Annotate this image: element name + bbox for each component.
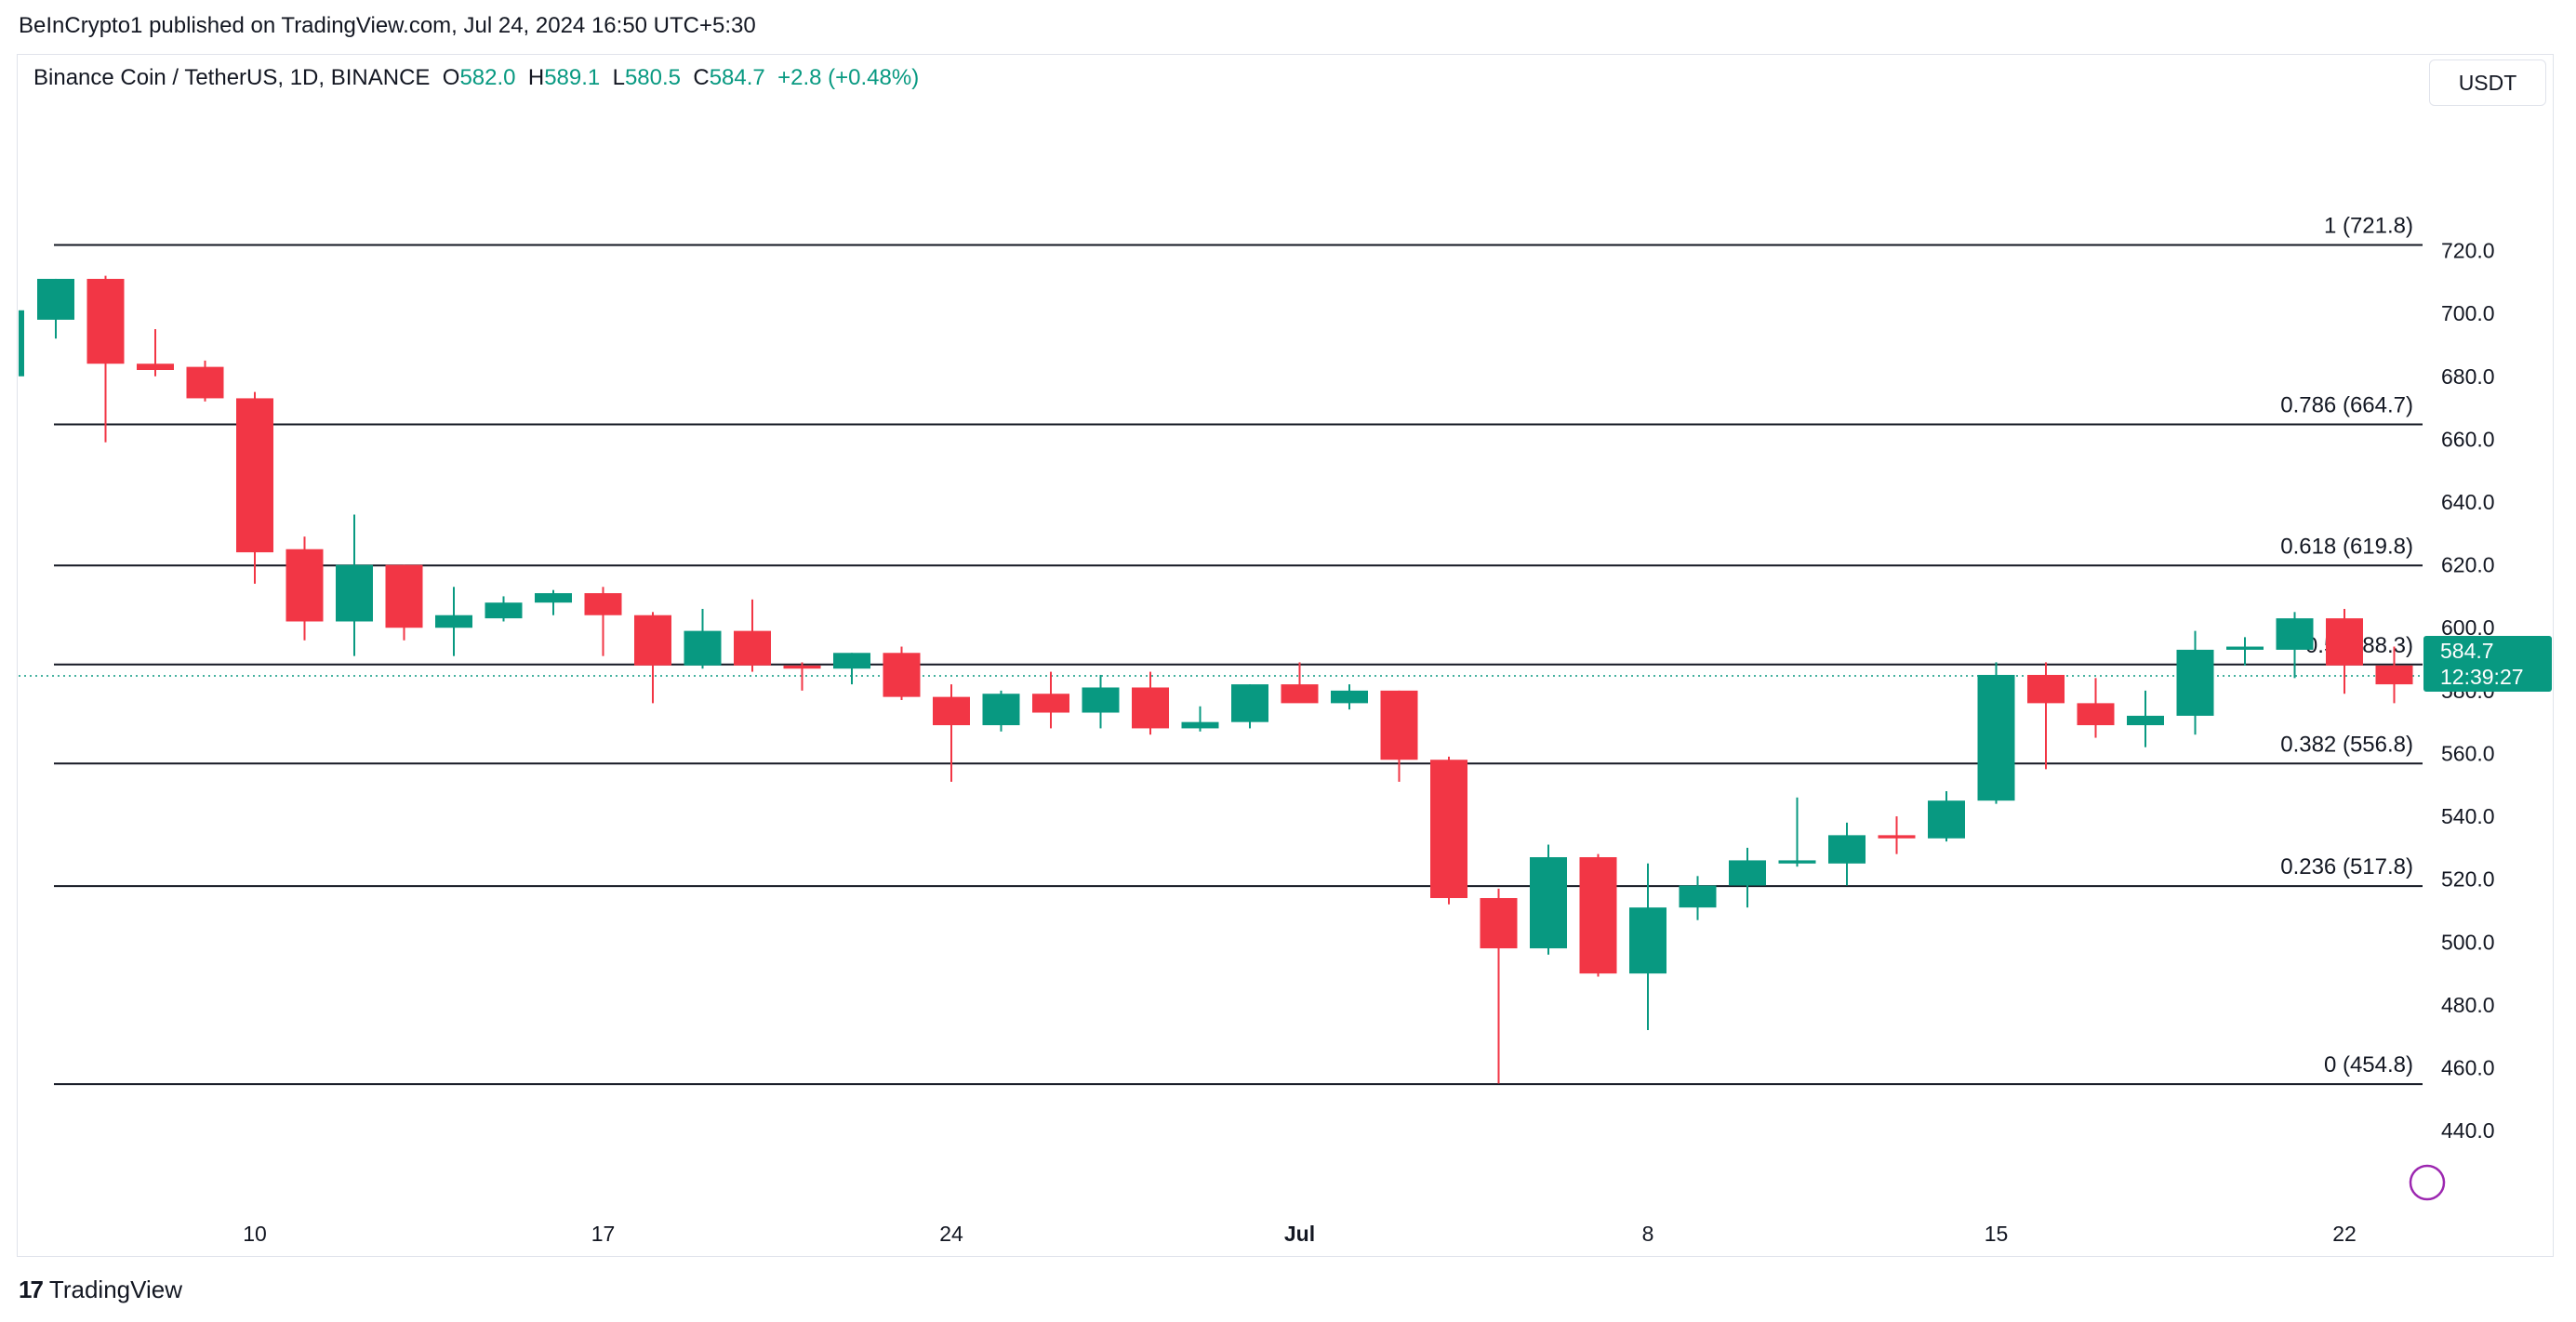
x-axis-tick-label: 10 <box>243 1222 267 1246</box>
candle-body[interactable] <box>2176 649 2214 716</box>
fib-level-label: 0.236 (517.8) <box>2280 854 2413 879</box>
candle-body[interactable] <box>1579 857 1617 974</box>
x-axis-tick-label: 24 <box>939 1222 963 1246</box>
change-value: +2.8 (+0.48%) <box>777 65 920 90</box>
candle-body[interactable] <box>86 278 125 364</box>
open-value: 582.0 <box>459 65 516 90</box>
fib-level-label: 0 (454.8) <box>2324 1052 2413 1077</box>
y-axis-tick-label: 600.0 <box>2441 615 2495 640</box>
y-axis-tick-label: 440.0 <box>2441 1118 2495 1143</box>
candle-body[interactable] <box>1828 835 1866 864</box>
y-axis-tick-label: 660.0 <box>2441 427 2495 451</box>
candle-body[interactable] <box>1729 860 1766 886</box>
fib-level-label: 1 (721.8) <box>2324 213 2413 238</box>
candle-body[interactable] <box>883 653 921 697</box>
candle-body[interactable] <box>2077 703 2115 726</box>
close-label: C <box>693 65 710 90</box>
candle-body[interactable] <box>1181 721 1219 729</box>
candle-body[interactable] <box>2226 646 2264 650</box>
candle-body[interactable] <box>19 310 24 377</box>
low-label: L <box>612 65 625 90</box>
candle-body[interactable] <box>1032 694 1069 713</box>
chart-pane[interactable] <box>17 54 2554 1257</box>
candle-body[interactable] <box>37 278 74 320</box>
y-axis-tick-label: 640.0 <box>2441 490 2495 514</box>
candle-body[interactable] <box>933 696 970 726</box>
high-label: H <box>527 65 545 90</box>
bar-countdown: 12:39:27 <box>2440 665 2524 689</box>
candle-body[interactable] <box>634 615 671 666</box>
candle-body[interactable] <box>1132 687 1169 729</box>
candle-body[interactable] <box>2375 665 2413 685</box>
candle-body[interactable] <box>1977 674 2015 801</box>
candle-body[interactable] <box>236 398 273 553</box>
candle-body[interactable] <box>684 630 722 666</box>
candle-body[interactable] <box>1331 690 1368 704</box>
candle-body[interactable] <box>1231 684 1268 722</box>
x-axis-tick-label: 8 <box>1642 1222 1654 1246</box>
candle-body[interactable] <box>1629 907 1666 974</box>
candle-body[interactable] <box>1878 835 1916 839</box>
y-axis-tick-label: 500.0 <box>2441 930 2495 954</box>
candle-body[interactable] <box>2127 715 2164 726</box>
x-axis-tick-label: 17 <box>591 1222 616 1246</box>
candle-body[interactable] <box>1082 687 1120 713</box>
candle-body[interactable] <box>336 564 373 622</box>
candle-body[interactable] <box>1928 800 1965 839</box>
fib-level-label: 0.618 (619.8) <box>2280 534 2413 559</box>
candle-body[interactable] <box>137 364 174 370</box>
candle-body[interactable] <box>2276 618 2314 650</box>
y-axis-tick-label: 620.0 <box>2441 553 2495 577</box>
candle-body[interactable] <box>285 549 324 622</box>
low-value: 580.5 <box>624 65 682 90</box>
y-axis-tick-label: 680.0 <box>2441 364 2495 389</box>
candle-body[interactable] <box>1679 885 1717 908</box>
open-label: O <box>442 65 460 90</box>
symbol-legend: Binance Coin / TetherUS, 1D, BINANCE O58… <box>33 65 919 91</box>
y-axis-tick-label: 460.0 <box>2441 1056 2495 1080</box>
candle-body[interactable] <box>982 694 1020 726</box>
y-axis-tick-label: 560.0 <box>2441 741 2495 765</box>
brand-name: TradingView <box>48 1276 182 1303</box>
candle-body[interactable] <box>2027 674 2065 704</box>
y-axis-tick-label: 720.0 <box>2441 239 2495 263</box>
candle-body[interactable] <box>584 593 622 615</box>
last-price-value: 584.7 <box>2440 639 2494 663</box>
x-axis-tick-label: Jul <box>1284 1222 1315 1246</box>
fib-level-label: 0.382 (556.8) <box>2280 732 2413 757</box>
candle-body[interactable] <box>385 564 423 628</box>
candle-body[interactable] <box>2326 618 2363 666</box>
last-price-tag: 584.7 12:39:27 <box>2423 636 2552 692</box>
tradingview-logo-icon: 17 <box>19 1276 44 1303</box>
candle-body[interactable] <box>783 665 821 669</box>
published-caption: BeInCrypto1 published on TradingView.com… <box>19 13 756 38</box>
symbol-name[interactable]: Binance Coin / TetherUS, 1D, BINANCE <box>33 65 431 90</box>
candle-body[interactable] <box>1281 684 1319 704</box>
fib-level-label: 0.786 (664.7) <box>2280 392 2413 417</box>
candle-body[interactable] <box>1480 898 1518 949</box>
close-value: 584.7 <box>709 65 765 90</box>
candle-body[interactable] <box>1530 857 1567 949</box>
tradingview-brand[interactable]: 17 TradingView <box>19 1276 182 1304</box>
candle-body[interactable] <box>1380 690 1418 760</box>
candle-body[interactable] <box>435 615 472 628</box>
candle-body[interactable] <box>1778 860 1816 864</box>
candle-body[interactable] <box>734 630 771 666</box>
candle-body[interactable] <box>186 366 224 399</box>
candle-body[interactable] <box>485 602 523 619</box>
x-axis-tick-label: 15 <box>1985 1222 2009 1246</box>
x-axis-tick-label: 22 <box>2332 1222 2357 1246</box>
high-value: 589.1 <box>544 65 601 90</box>
currency-button[interactable]: USDT <box>2429 59 2546 106</box>
y-axis-tick-label: 700.0 <box>2441 301 2495 325</box>
candle-body[interactable] <box>1430 760 1467 898</box>
y-axis-tick-label: 480.0 <box>2441 993 2495 1017</box>
candle-body[interactable] <box>535 593 572 603</box>
y-axis-tick-label: 540.0 <box>2441 804 2495 828</box>
candle-body[interactable] <box>833 653 870 669</box>
event-marker-icon[interactable] <box>2409 1164 2446 1201</box>
y-axis-tick-label: 520.0 <box>2441 867 2495 892</box>
